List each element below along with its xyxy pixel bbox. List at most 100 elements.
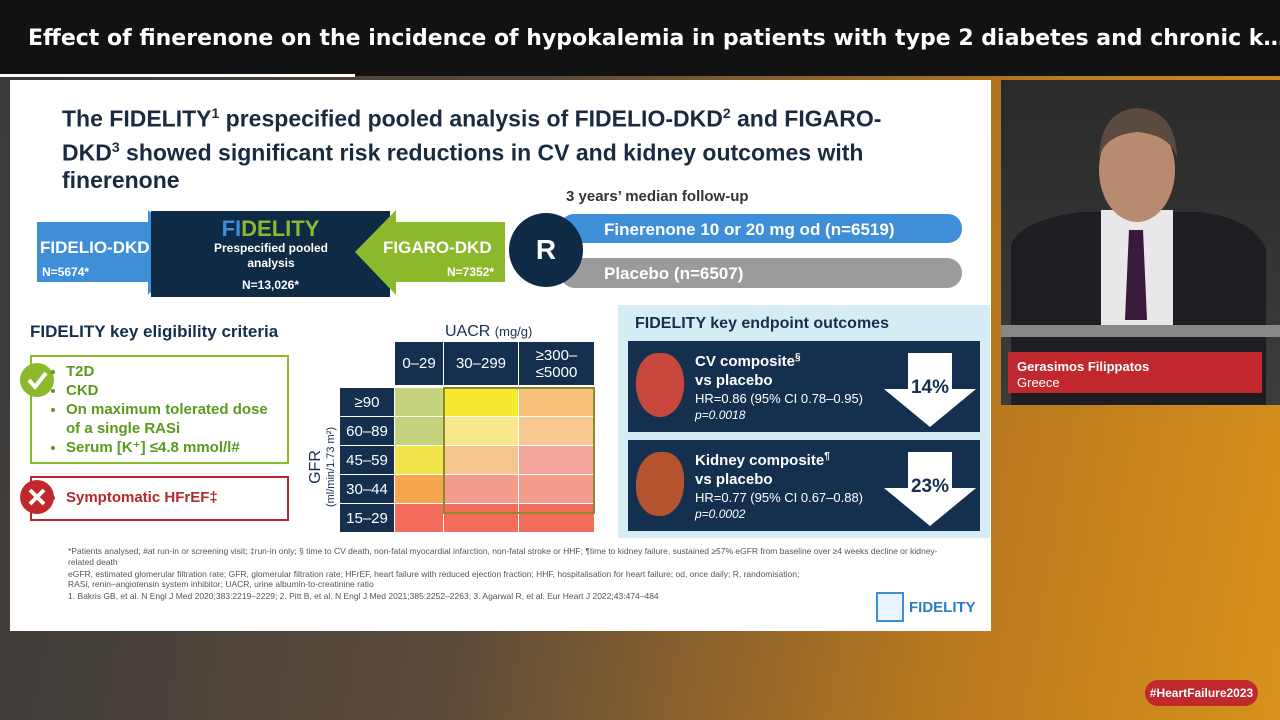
trial-name: FIGARO-DKD [383, 238, 492, 257]
heat-cell [395, 388, 443, 416]
footnote: 1. Bakris GB, et al. N Engl J Med 2020;3… [68, 591, 659, 601]
outcomes-title: FIDELITY key endpoint outcomes [635, 315, 889, 332]
heat-cell [444, 504, 518, 532]
criterion: Symptomatic HFrEF‡ [66, 489, 286, 506]
heat-cell [395, 446, 443, 474]
criterion: On maximum tolerated dose of a single RA… [66, 400, 276, 438]
hashtag: #HeartFailure2023 [1145, 680, 1258, 706]
speaker-country: Greece [1017, 375, 1060, 390]
title-text: prespecified pooled analysis of FIDELIO-… [219, 105, 723, 132]
criterion: Serum [K⁺] ≤4.8 mmol/l# [66, 438, 276, 457]
heat-cell [519, 504, 594, 532]
logo-icon [876, 592, 904, 622]
eligibility-title: FIDELITY key eligibility criteria [30, 322, 279, 341]
heat-cell [444, 446, 518, 474]
heatmap-axis: UACR [445, 323, 491, 340]
arm: Placebo (n=6507) [604, 264, 744, 283]
slide-title: The FIDELITY1 prespecified pooled analys… [62, 99, 882, 194]
pooled-box [151, 211, 390, 297]
gfr-unit: (ml/min/1.73 m²) [325, 426, 337, 508]
heat-cell [444, 475, 518, 503]
logo-part: DELITY [241, 216, 320, 241]
arm-pill [560, 258, 962, 288]
title-text: showed significant risk reductions in CV… [62, 139, 864, 194]
name-badge: Gerasimos Filippatos Greece [1008, 352, 1262, 393]
arm: Finerenone 10 or 20 mg od (n=6519) [604, 220, 895, 239]
heat-cell [444, 388, 518, 416]
outcome-name: Kidney composite¶ [695, 451, 830, 469]
followup: 3 years’ median follow-up [566, 188, 749, 205]
speaker-name: Gerasimos Filippatos [1017, 359, 1150, 374]
reduction-arrow [884, 353, 976, 427]
arrow [355, 210, 505, 295]
criterion: CKD [66, 381, 276, 400]
heat-cell [519, 475, 594, 503]
trial-n: N=7352* [447, 265, 495, 279]
ref-mark: ¶ [824, 451, 830, 462]
name: Kidney composite [695, 452, 825, 469]
organ-icon [636, 353, 684, 417]
check [27, 371, 48, 391]
title-text: and FIGARO-DKD [62, 105, 882, 166]
column-header: 30–299 [444, 342, 518, 385]
trial-name: FIDELIO-DKD [40, 238, 150, 257]
reduction-arrow [884, 452, 976, 526]
comparison: vs placebo [695, 471, 773, 488]
arrow-shape [884, 353, 976, 427]
risk-outline [443, 387, 595, 514]
hazard-ratio: HR=0.77 (95% CI 0.67–0.88) [695, 490, 864, 505]
column-header: 0–29 [395, 342, 443, 385]
ref-mark: 2 [722, 105, 731, 121]
include-list: T2DCKDOn maximum tolerated dose of a sin… [48, 362, 276, 457]
organ-icon [636, 452, 684, 516]
check-icon [20, 363, 54, 397]
progress-bar [0, 74, 355, 77]
gfr-label: GFR (ml/min/1.73 m²) [307, 397, 337, 537]
criterion: T2D [66, 362, 276, 381]
outcome-card: CV composite§ vs placebo HR=0.86 (95% CI 0… [628, 341, 980, 432]
tie [1125, 230, 1147, 320]
row-header: 60–89 [340, 417, 394, 445]
title-text: The FIDELITY [62, 105, 212, 132]
footnote: RASi, renin–angiotensin system inhibitor… [68, 579, 374, 589]
p-value: p=0.0002 [695, 507, 746, 521]
pooled-desc: Prespecified pooled analysis [213, 241, 329, 270]
row-header: 45–59 [340, 446, 394, 474]
randomisation-circle [509, 213, 583, 287]
ref-mark: § [795, 352, 801, 363]
comparison: vs placebo [695, 372, 773, 389]
randomisation: R [535, 234, 557, 265]
heatmap-title: UACR (mg/g) [445, 323, 532, 341]
ref-mark: 3 [111, 138, 120, 155]
column-header: ≥300–≤5000 [519, 342, 594, 385]
hazard-ratio: HR=0.86 (95% CI 0.78–0.95) [695, 391, 864, 406]
cross [28, 488, 46, 506]
footnote: *Patients analysed; #at run-in or screen… [68, 546, 938, 567]
reduction: 23% [910, 476, 950, 497]
title-bar: Effect of finerenone on the incidence of… [0, 0, 1280, 76]
hair [1099, 108, 1177, 158]
arrow-shape [884, 452, 976, 526]
arm-pill [560, 214, 962, 243]
logo-part: FI [221, 216, 242, 241]
podium [1001, 325, 1280, 337]
gfr-axis: GFR [307, 450, 324, 484]
trial-n: N=5674* [42, 265, 90, 279]
heat-cell [519, 446, 594, 474]
heat-cell [395, 417, 443, 445]
heat-cell [519, 417, 594, 445]
row-header: ≥90 [340, 388, 394, 416]
name: CV composite [695, 353, 796, 370]
heatmap-unit: (mg/g) [494, 324, 533, 339]
footnote: eGFR, estimated glomerular filtration ra… [68, 569, 800, 579]
outcome-name: CV composite§ [695, 352, 801, 370]
include-box [30, 355, 289, 464]
heat-cell [519, 388, 594, 416]
heat-cell [395, 504, 443, 532]
ref-mark: 1 [211, 105, 220, 121]
heat-cell [395, 475, 443, 503]
row-header: 15–29 [340, 504, 394, 532]
outcome-card: Kidney composite¶ vs placebo HR=0.77 (95% … [628, 440, 980, 531]
video-title: Effect of finerenone on the incidence of… [28, 26, 1280, 51]
